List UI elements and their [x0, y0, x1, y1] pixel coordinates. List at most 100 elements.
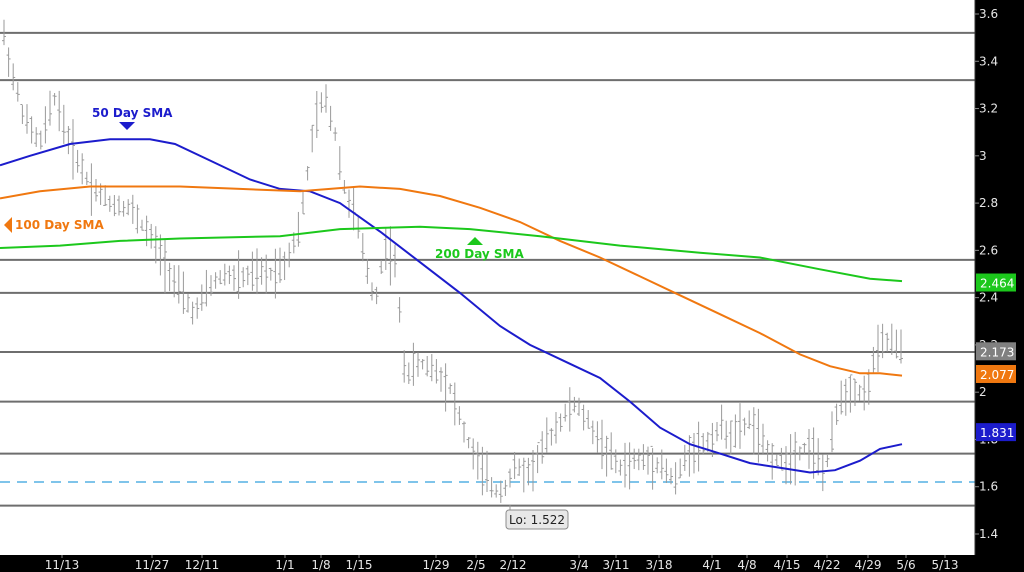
- sma-line-1: [0, 185, 903, 377]
- price-bar: [577, 397, 581, 417]
- price-bar: [480, 446, 485, 496]
- price-bar: [774, 454, 779, 467]
- price-bar: [190, 301, 195, 325]
- sma50-arrow-icon: [119, 122, 135, 130]
- price-bar: [448, 383, 453, 394]
- price-bar: [296, 211, 301, 247]
- price-bar: [811, 427, 816, 479]
- price-bar: [802, 442, 807, 454]
- price-bar: [255, 248, 259, 295]
- y-tick-label: 3.2: [979, 102, 998, 116]
- price-bar: [609, 432, 614, 470]
- price-bar: [816, 438, 821, 476]
- price-bar: [218, 270, 223, 285]
- price-bar: [466, 437, 471, 449]
- price-bar: [503, 479, 508, 496]
- price-bar: [6, 47, 11, 77]
- price-bar: [664, 458, 669, 484]
- price-bar: [462, 421, 466, 443]
- badge-label: 2.173: [980, 345, 1014, 359]
- price-bar: [259, 257, 264, 285]
- price-bar: [420, 359, 425, 370]
- price-bar: [94, 178, 98, 202]
- x-tick-label: 1/15: [346, 558, 373, 572]
- badge-box: [976, 364, 1016, 383]
- price-bar: [103, 185, 108, 207]
- price-bar: [793, 431, 798, 486]
- badge-box: [976, 342, 1016, 361]
- price-bar: [121, 200, 126, 217]
- low-badge-label: Lo: 1.522: [509, 513, 565, 527]
- y-tick-label: 1.4: [979, 527, 998, 541]
- price-bar: [779, 447, 784, 471]
- price-bar: [830, 411, 834, 453]
- price-bar: [650, 445, 655, 490]
- price-bar: [784, 446, 788, 485]
- price-bar: [71, 119, 75, 180]
- price-bar: [581, 404, 586, 431]
- price-bar: [853, 378, 857, 407]
- badge-label: 2.464: [980, 277, 1014, 291]
- price-bar: [305, 166, 310, 181]
- y-axis: 3.63.43.232.82.62.42.221.81.61.4: [974, 0, 998, 555]
- sma50-value-badge: 1.831: [976, 423, 1016, 442]
- y-tick-label: 2.4: [979, 291, 998, 305]
- price-bar: [429, 354, 434, 382]
- price-bar: [112, 195, 117, 217]
- price-bar: [347, 189, 351, 218]
- price-bar: [61, 104, 66, 144]
- price-bar: [264, 254, 269, 294]
- price-bar: [140, 219, 144, 231]
- price-bar: [167, 262, 172, 292]
- price-bar: [517, 458, 522, 476]
- price-bar: [34, 127, 39, 147]
- price-bar: [278, 247, 282, 283]
- price-bar: [273, 248, 278, 299]
- moving-averages: [0, 138, 903, 474]
- price-bar: [669, 467, 673, 485]
- price-bar: [636, 448, 641, 471]
- price-bar: [857, 384, 862, 401]
- price-bar: [301, 191, 305, 215]
- price-bar: [807, 429, 811, 469]
- price-bar: [452, 382, 457, 426]
- x-tick-label: 1/1: [275, 558, 294, 572]
- x-tick-label: 3/11: [603, 558, 630, 572]
- x-tick-label: 4/29: [855, 558, 882, 572]
- price-bar: [374, 286, 379, 305]
- price-bar: [245, 265, 250, 286]
- price-bar: [393, 244, 397, 278]
- price-bar: [613, 449, 618, 474]
- price-bar: [692, 433, 696, 474]
- price-bar: [57, 90, 62, 132]
- sma100-arrow-icon: [4, 217, 12, 233]
- sma200-arrow-icon: [467, 237, 483, 245]
- price-bar: [25, 104, 29, 134]
- price-bar: [719, 404, 724, 440]
- price-bar: [370, 282, 374, 301]
- price-bar: [48, 90, 52, 126]
- price-bar: [862, 375, 867, 411]
- price-bar: [287, 242, 292, 268]
- y-tick-label: 3.6: [979, 7, 998, 21]
- price-bar: [388, 226, 393, 286]
- price-bar: [365, 259, 370, 284]
- price-bar: [149, 223, 154, 249]
- price-bar: [788, 434, 793, 485]
- price-bar: [567, 387, 572, 432]
- horizontal-levels: [0, 31, 975, 507]
- price-bar: [724, 420, 729, 449]
- badge-label: 1.831: [980, 426, 1014, 440]
- price-bar: [673, 462, 678, 495]
- price-bar: [554, 411, 558, 444]
- price-bar: [80, 153, 85, 185]
- price-bar: [153, 226, 158, 264]
- price-bar: [310, 124, 315, 153]
- x-tick-label: 12/11: [185, 558, 220, 572]
- price-bar: [871, 346, 876, 374]
- price-bar: [434, 359, 439, 384]
- price-bar: [761, 423, 765, 454]
- price-bar: [328, 105, 333, 131]
- price-bar: [627, 442, 632, 490]
